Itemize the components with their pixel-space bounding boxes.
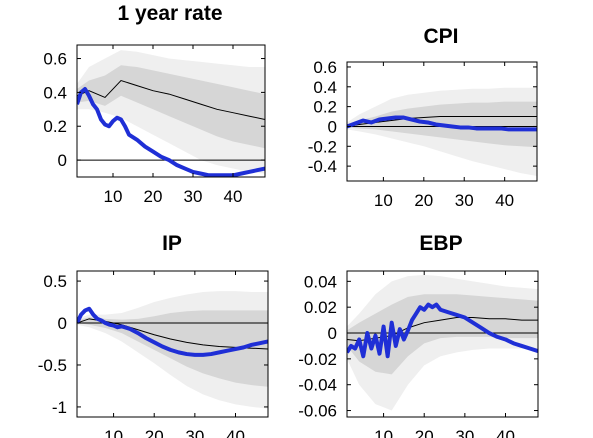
y-tick-label: 0.6 <box>313 58 337 77</box>
x-tick-label: 30 <box>455 191 474 210</box>
chart-cpi: CPI 10 20 30 40 0.60.40.20-0.2-0.4 <box>308 25 538 210</box>
y-tick-label: -0.2 <box>308 137 337 156</box>
y-tick-label: -1 <box>52 398 67 417</box>
median-line <box>77 79 265 120</box>
chart-title: 1 year rate <box>117 2 222 25</box>
y-tick-label: 0.02 <box>304 298 337 317</box>
x-tick-label: 10 <box>104 187 123 206</box>
x-tick-label: 20 <box>415 427 434 438</box>
y-tick-label: 0 <box>58 151 67 170</box>
impulse-response-line <box>77 306 268 357</box>
plot-area: 10 20 30 40 0.6 0.4 0.2 0 <box>43 44 266 206</box>
plot-area: 10 20 30 40 0.5 0 -0.5 -1 <box>38 270 269 438</box>
plot-frame <box>346 270 539 418</box>
plot-area: 10 20 30 40 0.60.40.20-0.2-0.4 <box>308 58 538 210</box>
y-tick-label: 0 <box>58 314 67 333</box>
y-tick-label: 0.4 <box>43 83 67 102</box>
x-tick-label: 20 <box>414 191 433 210</box>
y-tick-label: 0.2 <box>313 98 337 117</box>
x-tick-label: 10 <box>374 427 393 438</box>
x-tick-label: 20 <box>145 427 164 438</box>
plot-content <box>347 274 538 411</box>
chart-ebp: EBP 10 20 30 40 0.04 0.02 0 -0.02 -0.04 -0.06 <box>298 232 539 438</box>
chart-title: CPI <box>423 25 458 48</box>
impulse-response-line <box>77 87 265 177</box>
inner-confidence-band <box>77 65 265 149</box>
y-tick-label: -0.06 <box>298 402 337 421</box>
y-tick-label: 0.4 <box>313 78 337 97</box>
x-tick-label: 10 <box>374 191 393 210</box>
x-tick-label: 20 <box>144 187 163 206</box>
y-tick-label: -0.04 <box>298 376 337 395</box>
plot-content <box>77 50 265 177</box>
inner-confidence-band <box>347 294 538 375</box>
x-tick-label: 30 <box>455 427 474 438</box>
y-tick-label: 0.6 <box>43 50 67 69</box>
impulse-response-line <box>347 115 537 132</box>
chart-ip: IP 10 20 30 40 0.5 0 -0.5 -1 <box>38 232 269 438</box>
plot-frame <box>76 44 266 178</box>
y-tick-label: 0 <box>328 324 337 343</box>
chart-title: EBP <box>419 232 462 255</box>
impulse-response-line <box>347 302 538 359</box>
x-tick-label: 10 <box>104 427 123 438</box>
x-tick-label: 40 <box>495 191 514 210</box>
chart-title: IP <box>162 232 182 255</box>
y-tick-label: 0 <box>328 117 337 136</box>
plot-frame <box>76 270 269 418</box>
y-tick-label: 0.2 <box>43 117 67 136</box>
plot-area: 10 20 30 40 0.04 0.02 0 -0.02 -0.04 -0.06 <box>298 270 539 438</box>
plot-content <box>347 87 537 177</box>
y-tick-label: -0.5 <box>38 356 67 375</box>
chart-1-year-rate: 1 year rate 10 20 30 40 0.6 0.4 0.2 0 <box>43 2 266 206</box>
x-tick-label: 40 <box>224 187 243 206</box>
y-tick-label: -0.4 <box>308 157 337 176</box>
plot-content <box>77 291 268 409</box>
x-tick-label: 40 <box>496 427 515 438</box>
x-tick-label: 30 <box>184 187 203 206</box>
y-tick-label: 0.04 <box>304 272 337 291</box>
x-tick-label: 30 <box>185 427 204 438</box>
plot-frame <box>346 61 538 182</box>
x-tick-label: 40 <box>226 427 245 438</box>
y-tick-label: 0.5 <box>43 272 67 291</box>
y-tick-label: -0.02 <box>298 350 337 369</box>
